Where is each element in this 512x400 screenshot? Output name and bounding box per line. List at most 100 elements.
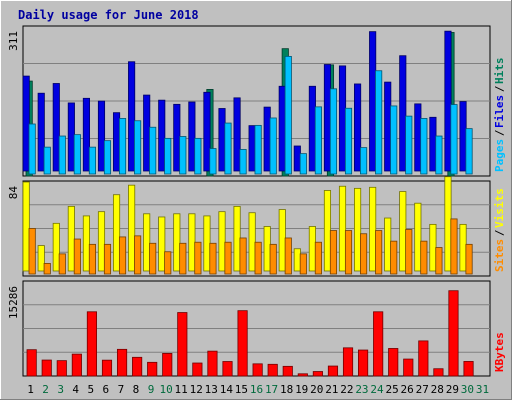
bar-visits-14 [218, 211, 226, 272]
bar-files-10 [158, 99, 166, 172]
bar-pages-12 [194, 137, 202, 175]
bar-visits-30 [459, 223, 467, 272]
bar-files-28 [429, 116, 437, 172]
x-tick-label: 10 [159, 383, 172, 396]
y-max-label: 84 [7, 186, 20, 200]
bar-sites-7 [118, 236, 127, 275]
bar-visits-13 [203, 215, 211, 272]
x-tick-label: 25 [385, 383, 398, 396]
bar-visits-24 [369, 186, 377, 272]
bar-pages-18 [284, 55, 292, 175]
bar-visits-1 [22, 181, 30, 272]
bar-files-11 [173, 103, 181, 172]
bar-pages-3 [58, 135, 66, 175]
bar-visits-5 [82, 215, 90, 272]
bar-kbytes-4 [71, 353, 82, 377]
bar-files-5 [82, 97, 90, 172]
bar-visits-17 [263, 226, 271, 272]
bar-sites-10 [164, 251, 172, 275]
kbytes_panel: 15286 KBytes [7, 280, 506, 377]
bar-files-14 [218, 108, 226, 172]
x-tick-label: 19 [295, 383, 308, 396]
bar-pages-17 [269, 117, 277, 175]
x-tick-label: 9 [148, 383, 155, 396]
bar-files-16 [248, 125, 256, 172]
bar-pages-2 [43, 146, 51, 175]
bar-kbytes-1 [26, 349, 37, 377]
bar-visits-22 [338, 185, 347, 272]
bar-sites-27 [420, 240, 428, 275]
bar-kbytes-6 [101, 359, 113, 377]
bar-files-23 [354, 83, 362, 172]
bar-files-17 [263, 106, 271, 172]
x-tick-label: 17 [265, 383, 278, 396]
x-tick-label: 4 [72, 383, 79, 396]
bar-kbytes-21 [327, 365, 339, 377]
bar-pages-28 [435, 135, 443, 175]
x-tick-label: 7 [118, 383, 125, 396]
bar-sites-11 [179, 242, 187, 275]
bar-pages-11 [179, 136, 187, 175]
bar-sites-15 [239, 237, 247, 275]
bar-pages-7 [118, 118, 127, 175]
bar-visits-6 [97, 211, 106, 272]
bar-kbytes-26 [403, 358, 414, 377]
bar-kbytes-30 [463, 361, 474, 377]
bar-sites-22 [344, 230, 353, 275]
bar-pages-13 [209, 148, 217, 175]
bar-visits-21 [323, 190, 332, 272]
bar-visits-11 [173, 213, 181, 272]
bar-pages-29 [450, 104, 458, 175]
bar-kbytes-16 [252, 363, 263, 377]
bar-visits-3 [52, 222, 60, 272]
bar-sites-30 [465, 243, 473, 275]
bar-pages-26 [405, 115, 413, 175]
bar-kbytes-8 [132, 356, 143, 377]
bar-files-26 [399, 55, 407, 172]
bar-pages-22 [344, 107, 353, 175]
bar-sites-19 [299, 253, 307, 275]
bar-files-12 [188, 101, 196, 172]
bar-files-24 [369, 31, 377, 172]
bar-visits-20 [308, 226, 316, 272]
x-tick-label: 11 [175, 383, 188, 396]
bar-files-8 [128, 61, 136, 172]
bar-files-2 [37, 92, 45, 172]
bar-pages-19 [299, 153, 307, 175]
bar-files-18 [278, 85, 286, 172]
bar-pages-25 [390, 105, 398, 175]
bar-kbytes-7 [116, 348, 128, 377]
x-tick-label: 3 [57, 383, 64, 396]
legend-visits: Visits [493, 188, 506, 228]
bar-pages-27 [420, 118, 428, 175]
bar-kbytes-3 [56, 360, 67, 377]
bar-kbytes-29 [448, 290, 459, 377]
bar-pages-10 [164, 137, 172, 175]
bar-sites-28 [435, 247, 443, 275]
bar-sites-8 [134, 235, 142, 275]
bar-visits-7 [112, 194, 121, 272]
x-tick-label: 16 [250, 383, 263, 396]
x-tick-label: 29 [446, 383, 459, 396]
bar-sites-14 [224, 241, 232, 275]
bar-files-21 [323, 64, 332, 172]
bar-sites-18 [284, 237, 292, 275]
bar-files-7 [112, 112, 121, 172]
x-tick-label: 13 [205, 383, 218, 396]
bar-sites-20 [314, 241, 322, 275]
bar-pages-23 [360, 147, 368, 175]
bar-visits-29 [444, 176, 452, 272]
bar-visits-19 [293, 248, 301, 272]
bar-sites-17 [269, 243, 277, 275]
bar-pages-1 [28, 123, 36, 175]
bar-sites-24 [375, 230, 383, 275]
bar-kbytes-22 [342, 347, 354, 377]
bar-kbytes-15 [237, 310, 248, 377]
bar-kbytes-14 [222, 361, 233, 377]
bar-files-30 [459, 101, 467, 172]
y-max-label: 311 [7, 31, 20, 51]
bar-files-19 [293, 145, 301, 172]
x-tick-label: 21 [325, 383, 338, 396]
x-tick-label: 6 [103, 383, 110, 396]
legend-files: Files [493, 95, 506, 128]
